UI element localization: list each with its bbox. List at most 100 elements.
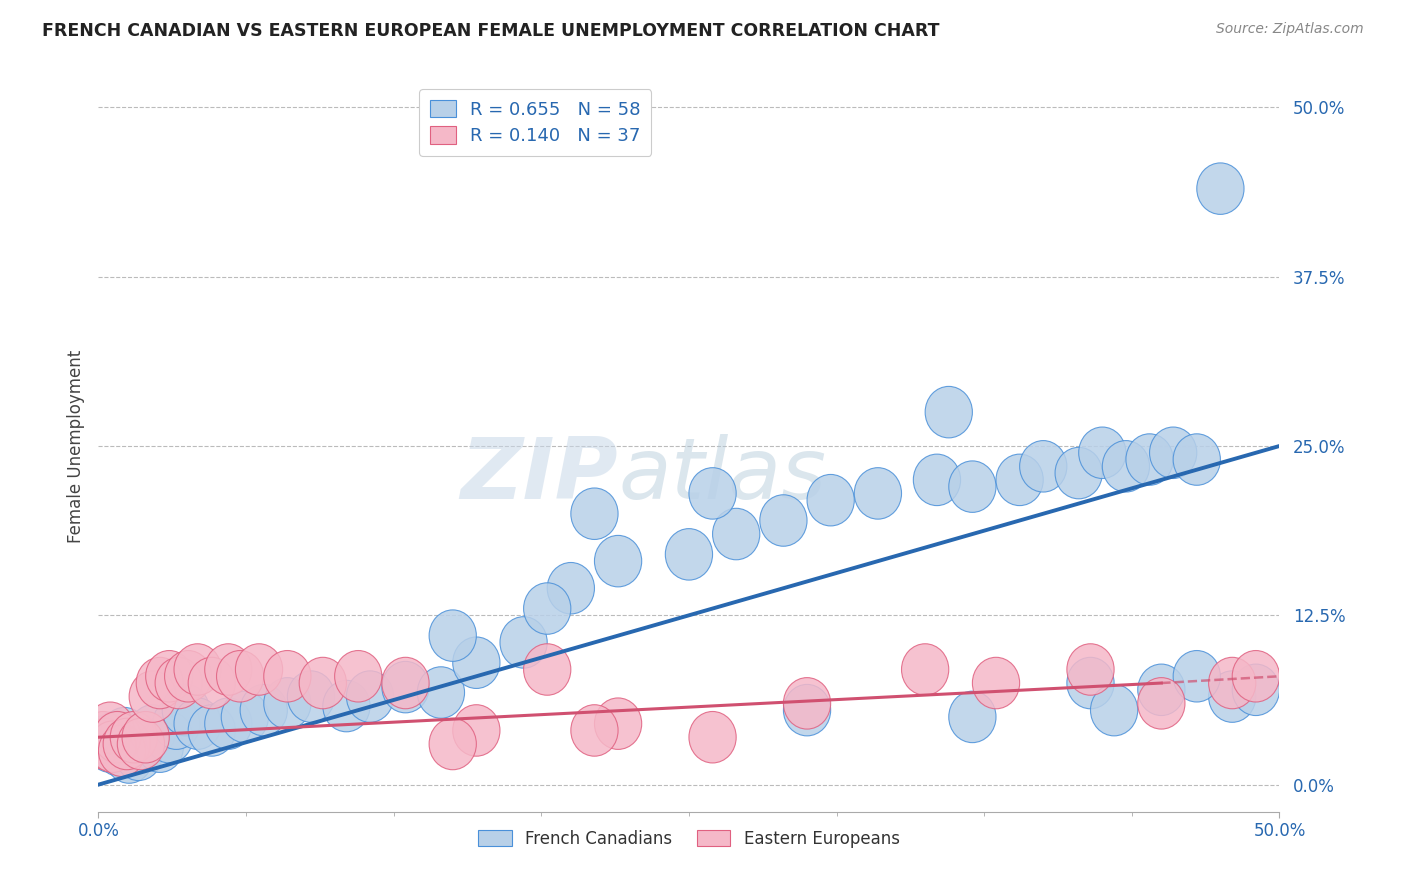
Ellipse shape bbox=[418, 667, 464, 718]
Ellipse shape bbox=[89, 721, 136, 772]
Ellipse shape bbox=[110, 718, 157, 770]
Ellipse shape bbox=[901, 644, 949, 695]
Ellipse shape bbox=[595, 698, 641, 749]
Ellipse shape bbox=[287, 671, 335, 723]
Ellipse shape bbox=[949, 461, 995, 512]
Ellipse shape bbox=[925, 386, 973, 438]
Ellipse shape bbox=[105, 731, 153, 783]
Ellipse shape bbox=[382, 657, 429, 709]
Ellipse shape bbox=[323, 681, 370, 731]
Ellipse shape bbox=[1173, 650, 1220, 702]
Ellipse shape bbox=[453, 705, 501, 756]
Ellipse shape bbox=[1232, 650, 1279, 702]
Ellipse shape bbox=[221, 691, 269, 743]
Ellipse shape bbox=[165, 650, 212, 702]
Ellipse shape bbox=[973, 657, 1019, 709]
Ellipse shape bbox=[1102, 441, 1150, 492]
Ellipse shape bbox=[1173, 434, 1220, 485]
Ellipse shape bbox=[346, 671, 394, 723]
Ellipse shape bbox=[136, 657, 183, 709]
Ellipse shape bbox=[82, 718, 129, 770]
Ellipse shape bbox=[205, 644, 252, 695]
Ellipse shape bbox=[547, 563, 595, 614]
Ellipse shape bbox=[129, 705, 176, 756]
Ellipse shape bbox=[299, 657, 346, 709]
Ellipse shape bbox=[188, 657, 235, 709]
Text: FRENCH CANADIAN VS EASTERN EUROPEAN FEMALE UNEMPLOYMENT CORRELATION CHART: FRENCH CANADIAN VS EASTERN EUROPEAN FEMA… bbox=[42, 22, 939, 40]
Ellipse shape bbox=[1137, 664, 1185, 715]
Ellipse shape bbox=[914, 454, 960, 506]
Ellipse shape bbox=[153, 698, 200, 749]
Ellipse shape bbox=[1197, 163, 1244, 214]
Ellipse shape bbox=[264, 650, 311, 702]
Ellipse shape bbox=[571, 705, 619, 756]
Ellipse shape bbox=[1054, 448, 1102, 499]
Ellipse shape bbox=[103, 718, 150, 770]
Ellipse shape bbox=[240, 684, 287, 736]
Text: atlas: atlas bbox=[619, 434, 827, 516]
Ellipse shape bbox=[264, 678, 311, 729]
Ellipse shape bbox=[453, 637, 501, 689]
Ellipse shape bbox=[1209, 671, 1256, 723]
Ellipse shape bbox=[146, 650, 193, 702]
Ellipse shape bbox=[783, 684, 831, 736]
Ellipse shape bbox=[595, 535, 641, 587]
Ellipse shape bbox=[146, 712, 193, 763]
Ellipse shape bbox=[759, 495, 807, 546]
Ellipse shape bbox=[1067, 644, 1114, 695]
Ellipse shape bbox=[713, 508, 759, 560]
Ellipse shape bbox=[1150, 427, 1197, 478]
Ellipse shape bbox=[174, 698, 221, 749]
Ellipse shape bbox=[571, 488, 619, 540]
Ellipse shape bbox=[382, 661, 429, 713]
Ellipse shape bbox=[429, 610, 477, 661]
Ellipse shape bbox=[136, 721, 183, 772]
Ellipse shape bbox=[115, 729, 162, 780]
Ellipse shape bbox=[82, 715, 129, 767]
Ellipse shape bbox=[689, 467, 737, 519]
Text: Source: ZipAtlas.com: Source: ZipAtlas.com bbox=[1216, 22, 1364, 37]
Ellipse shape bbox=[122, 712, 169, 763]
Ellipse shape bbox=[783, 678, 831, 729]
Ellipse shape bbox=[205, 698, 252, 749]
Ellipse shape bbox=[129, 671, 176, 723]
Ellipse shape bbox=[665, 529, 713, 580]
Ellipse shape bbox=[1126, 434, 1173, 485]
Ellipse shape bbox=[523, 644, 571, 695]
Ellipse shape bbox=[335, 650, 382, 702]
Ellipse shape bbox=[162, 684, 209, 736]
Legend: French Canadians, Eastern Europeans: French Canadians, Eastern Europeans bbox=[471, 823, 907, 855]
Ellipse shape bbox=[949, 691, 995, 743]
Ellipse shape bbox=[1209, 657, 1256, 709]
Ellipse shape bbox=[87, 721, 134, 772]
Ellipse shape bbox=[174, 644, 221, 695]
Ellipse shape bbox=[80, 712, 127, 763]
Ellipse shape bbox=[110, 712, 157, 763]
Ellipse shape bbox=[429, 718, 477, 770]
Ellipse shape bbox=[117, 718, 165, 770]
Ellipse shape bbox=[1091, 684, 1137, 736]
Ellipse shape bbox=[87, 702, 134, 754]
Ellipse shape bbox=[689, 712, 737, 763]
Ellipse shape bbox=[98, 725, 146, 777]
Ellipse shape bbox=[523, 582, 571, 634]
Ellipse shape bbox=[94, 712, 141, 763]
Ellipse shape bbox=[1067, 657, 1114, 709]
Ellipse shape bbox=[807, 475, 855, 526]
Ellipse shape bbox=[96, 725, 143, 777]
Ellipse shape bbox=[101, 707, 148, 759]
Ellipse shape bbox=[1232, 664, 1279, 715]
Y-axis label: Female Unemployment: Female Unemployment bbox=[66, 350, 84, 542]
Ellipse shape bbox=[1019, 441, 1067, 492]
Ellipse shape bbox=[995, 454, 1043, 506]
Ellipse shape bbox=[188, 705, 235, 756]
Ellipse shape bbox=[855, 467, 901, 519]
Ellipse shape bbox=[155, 657, 202, 709]
Ellipse shape bbox=[501, 616, 547, 668]
Ellipse shape bbox=[122, 712, 169, 763]
Ellipse shape bbox=[235, 644, 283, 695]
Ellipse shape bbox=[1078, 427, 1126, 478]
Ellipse shape bbox=[91, 712, 139, 763]
Ellipse shape bbox=[1137, 678, 1185, 729]
Text: ZIP: ZIP bbox=[460, 434, 619, 516]
